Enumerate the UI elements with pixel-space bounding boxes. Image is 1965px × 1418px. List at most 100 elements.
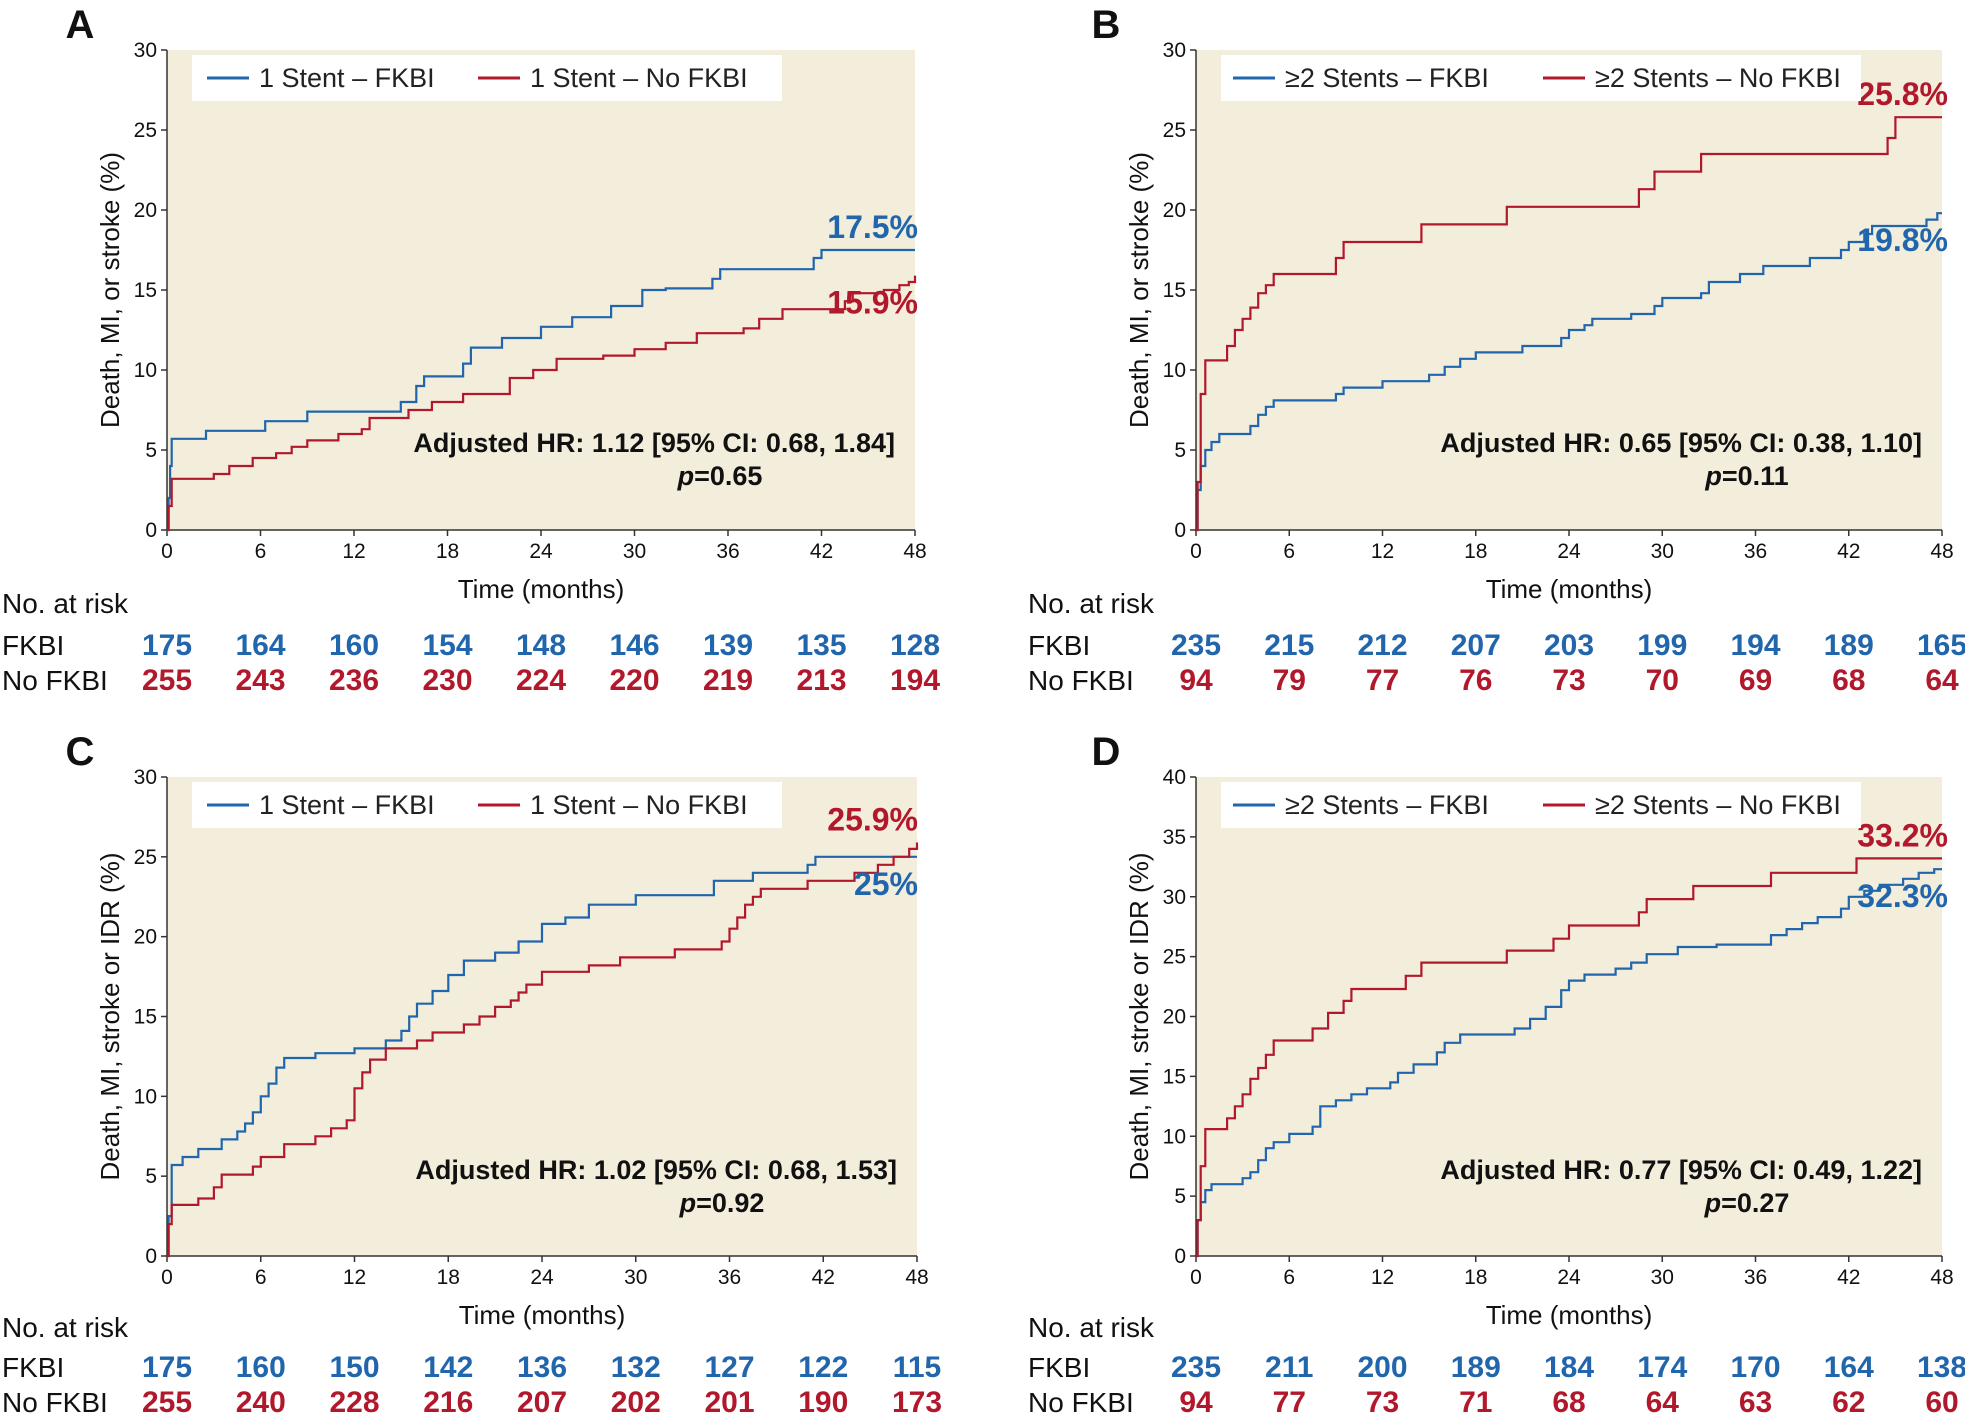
y-tick-label: 0	[145, 519, 157, 542]
risk-count: 77	[1366, 664, 1399, 697]
risk-row-label: No FKBI	[1028, 1387, 1134, 1418]
x-tick-label: 0	[161, 540, 173, 563]
risk-count: 207	[517, 1386, 567, 1418]
plot-area	[167, 50, 915, 530]
risk-count: 255	[142, 1386, 192, 1418]
y-tick-label: 0	[1174, 519, 1186, 542]
series-line-no-fkbi	[167, 275, 917, 532]
y-tick-label: 15	[1163, 279, 1186, 302]
y-tick-label: 10	[134, 359, 157, 382]
y-axis-title: Death, MI, or stroke (%)	[95, 152, 125, 428]
x-tick-label: 0	[161, 1266, 173, 1289]
risk-table-title: No. at risk	[2, 1312, 129, 1343]
y-axis-title: Death, MI, stroke or IDR (%)	[95, 853, 125, 1181]
risk-row-label: No FKBI	[2, 665, 108, 696]
risk-count: 199	[1637, 629, 1687, 662]
risk-count: 165	[1917, 629, 1965, 662]
x-tick-label: 30	[1651, 1266, 1674, 1289]
x-tick-label: 30	[623, 540, 646, 563]
risk-count: 175	[142, 629, 192, 662]
x-tick-label: 12	[1371, 1266, 1394, 1289]
x-tick-label: 12	[342, 540, 365, 563]
panel-letter: D	[1092, 730, 1121, 774]
x-tick-label: 18	[436, 540, 459, 563]
x-tick-label: 36	[716, 540, 739, 563]
y-tick-label: 20	[1163, 199, 1186, 222]
series-line-fkbi	[167, 855, 917, 1258]
x-tick-label: 48	[1930, 540, 1953, 563]
risk-count: 148	[516, 629, 566, 662]
risk-count: 150	[329, 1351, 379, 1384]
end-value-label: 15.9%	[827, 285, 918, 321]
risk-count: 174	[1637, 1351, 1687, 1384]
y-tick-label: 15	[1163, 1065, 1186, 1088]
risk-count: 189	[1824, 629, 1874, 662]
risk-count: 64	[1925, 664, 1959, 697]
panel-letter: C	[66, 730, 95, 774]
risk-row-label: FKBI	[2, 1352, 64, 1383]
risk-count: 175	[142, 1351, 192, 1384]
y-tick-label: 15	[134, 1006, 157, 1029]
x-tick-label: 42	[1837, 540, 1860, 563]
risk-count: 62	[1832, 1386, 1865, 1418]
x-axis-title: Time (months)	[1486, 574, 1653, 604]
risk-count: 243	[235, 664, 285, 697]
risk-count: 170	[1730, 1351, 1780, 1384]
risk-count: 68	[1552, 1386, 1585, 1418]
x-tick-label: 36	[1744, 1266, 1767, 1289]
x-tick-label: 36	[1744, 540, 1767, 563]
x-axis-title: Time (months)	[458, 574, 625, 604]
legend-label: ≥2 Stents – No FKBI	[1595, 790, 1841, 820]
legend-label: ≥2 Stents – FKBI	[1285, 63, 1489, 93]
x-tick-label: 30	[624, 1266, 647, 1289]
y-tick-label: 20	[134, 926, 157, 949]
y-tick-label: 40	[1163, 766, 1186, 789]
risk-count: 194	[1730, 629, 1780, 662]
risk-count: 164	[1824, 1351, 1874, 1384]
series-line-no-fkbi	[1196, 116, 1942, 532]
risk-count: 230	[422, 664, 472, 697]
risk-count: 154	[422, 629, 472, 662]
x-tick-label: 6	[1283, 540, 1295, 563]
x-axis-title: Time (months)	[459, 1300, 626, 1330]
p-value: =0.65	[694, 461, 762, 491]
x-tick-label: 48	[1930, 1266, 1953, 1289]
risk-count: 215	[1264, 629, 1314, 662]
series-line-no-fkbi	[167, 842, 919, 1258]
risk-count: 69	[1739, 664, 1772, 697]
risk-count: 127	[704, 1351, 754, 1384]
risk-count: 219	[703, 664, 753, 697]
y-tick-label: 30	[1163, 39, 1186, 62]
p-value-text: p=0.11	[1704, 461, 1788, 491]
x-tick-label: 24	[530, 1266, 554, 1289]
risk-count: 160	[329, 629, 379, 662]
x-tick-label: 12	[343, 1266, 366, 1289]
risk-row-label: No FKBI	[2, 1387, 108, 1418]
x-tick-label: 48	[903, 540, 926, 563]
risk-count: 224	[516, 664, 566, 697]
risk-count: 136	[517, 1351, 567, 1384]
p-symbol: p	[677, 461, 695, 491]
end-value-label: 25%	[854, 866, 918, 902]
risk-count: 138	[1917, 1351, 1965, 1384]
y-tick-label: 15	[134, 279, 157, 302]
legend-label: 1 Stent – FKBI	[259, 790, 435, 820]
panel-letter: A	[66, 3, 95, 47]
x-tick-label: 24	[529, 540, 553, 563]
chart-panel-a: A 0 5 10 15 20 25 30 0 6 12 18 24 30 36 42 48 Time (month…	[2, 3, 940, 697]
y-tick-label: 0	[145, 1245, 157, 1268]
x-tick-label: 18	[1464, 1266, 1487, 1289]
x-tick-label: 42	[810, 540, 833, 563]
risk-count: 76	[1459, 664, 1492, 697]
x-tick-label: 36	[718, 1266, 741, 1289]
risk-table-title: No. at risk	[1028, 1312, 1155, 1343]
risk-row-label: FKBI	[1028, 630, 1090, 661]
plot-area	[167, 777, 917, 1256]
risk-count: 190	[798, 1386, 848, 1418]
risk-count: 73	[1552, 664, 1585, 697]
risk-count: 122	[798, 1351, 848, 1384]
risk-count: 63	[1739, 1386, 1772, 1418]
risk-count: 189	[1451, 1351, 1501, 1384]
risk-table-title: No. at risk	[1028, 588, 1155, 619]
risk-count: 135	[796, 629, 846, 662]
